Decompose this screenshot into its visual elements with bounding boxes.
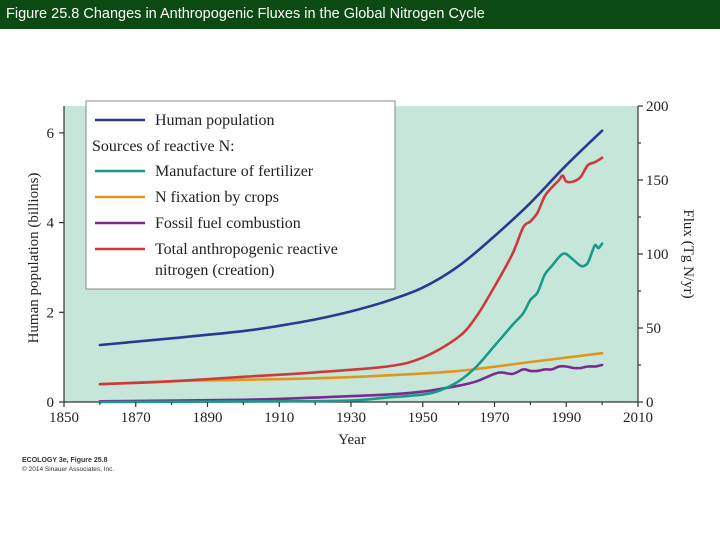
y-right-tick-label: 100 <box>646 247 669 263</box>
tick-labels: 1850 1870 1890 1910 1930 1950 1970 1990 20100246… <box>47 99 669 426</box>
y-axis-label-right: Flux (Tg N/yr) <box>680 209 696 298</box>
x-tick-label: 1850 <box>49 410 79 426</box>
legend-label-fossil: Fossil fuel combustion <box>155 215 301 232</box>
x-tick-label: 1890 <box>193 410 223 426</box>
y-tick-label: 2 <box>47 305 55 321</box>
y-right-tick-label: 200 <box>646 99 669 115</box>
legend-box <box>85 100 396 290</box>
x-tick-label: 1870 <box>121 410 151 426</box>
y-axis-label: Human population (billions) <box>26 173 42 344</box>
legend-label-crops: N fixation by crops <box>155 189 279 206</box>
x-tick-label: 2010 <box>623 410 653 426</box>
series-line-fertilizer <box>98 242 604 404</box>
series-line-fossil <box>98 363 604 403</box>
y-tick-label: 6 <box>47 126 55 142</box>
legend: Human population Sources of reactive N: … <box>85 100 396 290</box>
figure-credit: ECOLOGY 3e, Figure 25.8 <box>22 457 108 464</box>
series-line-total <box>98 156 604 386</box>
x-tick-label: 1990 <box>551 410 581 426</box>
y-right-tick-label: 50 <box>646 321 661 337</box>
legend-label-fertilizer: Manufacture of fertilizer <box>155 163 314 180</box>
y-right-tick-label: 0 <box>646 395 654 411</box>
legend-label-total-line1: Total anthropogenic reactive <box>155 241 338 258</box>
x-axis-label: Year <box>338 432 366 448</box>
y-right-tick-label: 150 <box>646 173 669 189</box>
y-tick-label: 0 <box>47 395 55 411</box>
slide-title: Figure 25.8 Changes in Anthropogenic Flu… <box>6 6 485 22</box>
x-tick-label: 1910 <box>264 410 294 426</box>
series-line-population <box>98 129 604 347</box>
legend-label-population: Human population <box>155 112 275 129</box>
legend-sources-header: Sources of reactive N: <box>92 138 235 155</box>
x-tick-label: 1970 <box>480 410 510 426</box>
legend-label-total-line2: nitrogen (creation) <box>155 262 275 279</box>
copyright-note: © 2014 Sinauer Associates, Inc. <box>22 466 115 473</box>
x-tick-label: 1950 <box>408 410 438 426</box>
x-tick-label: 1930 <box>336 410 366 426</box>
title-bar: Figure 25.8 Changes in Anthropogenic Flu… <box>0 0 720 29</box>
series-lines <box>98 129 604 404</box>
y-tick-label: 4 <box>47 216 55 232</box>
